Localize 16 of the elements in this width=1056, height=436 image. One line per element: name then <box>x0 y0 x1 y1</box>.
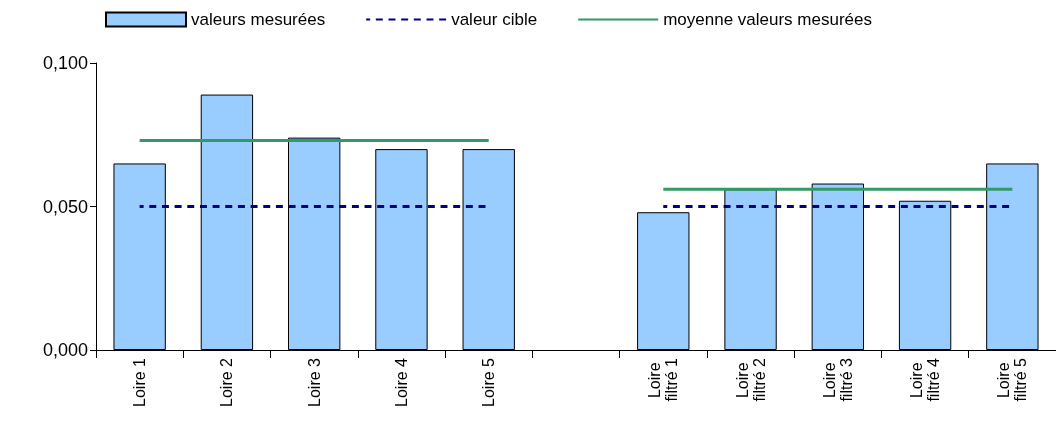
x-tick-label: Loire 1 <box>131 357 149 407</box>
y-tick-label: 0,050 <box>42 196 88 217</box>
x-tick-label: Loire filtré 5 <box>995 357 1030 402</box>
x-tick-label: Loire 2 <box>218 357 236 407</box>
x-tick-label: Loire 4 <box>392 357 410 407</box>
y-tick-label: 0,100 <box>42 53 88 73</box>
x-tick-label: Loire 5 <box>480 357 498 407</box>
x-tick-label: Loire 3 <box>305 357 323 407</box>
x-tick-label: Loire filtré 4 <box>908 357 943 402</box>
x-tick-label: Loire filtré 3 <box>820 357 855 402</box>
legend-label: moyenne valeurs mesurées <box>663 10 872 29</box>
x-tick-label: Loire filtré 2 <box>733 357 768 402</box>
y-tick-label: 0,000 <box>42 340 88 360</box>
legend-label: valeur cible <box>451 10 538 29</box>
legend-label: valeurs mesurées <box>191 10 326 29</box>
x-tick-label: Loire filtré 1 <box>646 357 681 402</box>
